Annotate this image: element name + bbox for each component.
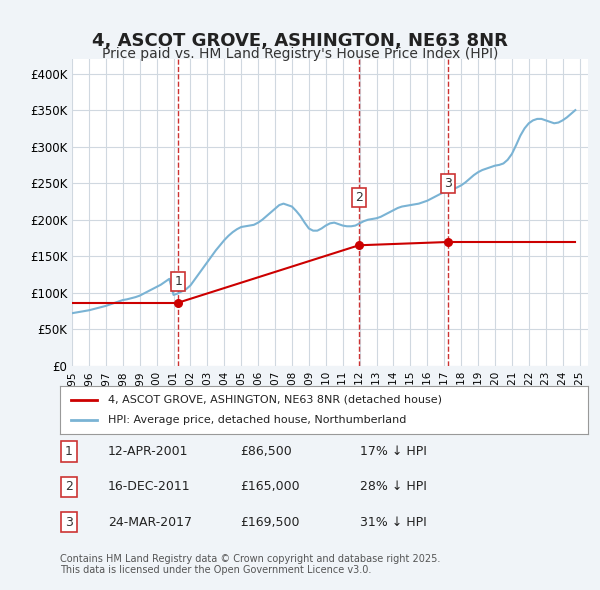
Text: 1: 1: [175, 276, 182, 289]
Text: 17% ↓ HPI: 17% ↓ HPI: [360, 445, 427, 458]
Text: £169,500: £169,500: [240, 516, 299, 529]
Text: HPI: Average price, detached house, Northumberland: HPI: Average price, detached house, Nort…: [107, 415, 406, 425]
Point: [443, 237, 453, 247]
Text: Price paid vs. HM Land Registry's House Price Index (HPI): Price paid vs. HM Land Registry's House …: [102, 47, 498, 61]
Text: £165,000: £165,000: [240, 480, 299, 493]
Text: 28% ↓ HPI: 28% ↓ HPI: [360, 480, 427, 493]
Text: 2: 2: [65, 480, 73, 493]
Text: 4, ASCOT GROVE, ASHINGTON, NE63 8NR (detached house): 4, ASCOT GROVE, ASHINGTON, NE63 8NR (det…: [107, 395, 442, 405]
Text: 2: 2: [355, 191, 363, 204]
Text: 4, ASCOT GROVE, ASHINGTON, NE63 8NR: 4, ASCOT GROVE, ASHINGTON, NE63 8NR: [92, 32, 508, 51]
Text: £86,500: £86,500: [240, 445, 292, 458]
Text: 31% ↓ HPI: 31% ↓ HPI: [360, 516, 427, 529]
Text: Contains HM Land Registry data © Crown copyright and database right 2025.
This d: Contains HM Land Registry data © Crown c…: [60, 553, 440, 575]
Text: 12-APR-2001: 12-APR-2001: [108, 445, 188, 458]
Point: [354, 241, 364, 250]
Text: 24-MAR-2017: 24-MAR-2017: [108, 516, 192, 529]
Text: 16-DEC-2011: 16-DEC-2011: [108, 480, 191, 493]
Text: 3: 3: [445, 176, 452, 189]
Text: 1: 1: [65, 445, 73, 458]
Text: 3: 3: [65, 516, 73, 529]
Point: [173, 298, 183, 307]
